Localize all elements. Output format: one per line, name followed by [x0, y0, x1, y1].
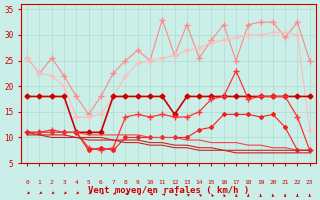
X-axis label: Vent moyen/en rafales ( km/h ): Vent moyen/en rafales ( km/h ) — [88, 186, 249, 195]
